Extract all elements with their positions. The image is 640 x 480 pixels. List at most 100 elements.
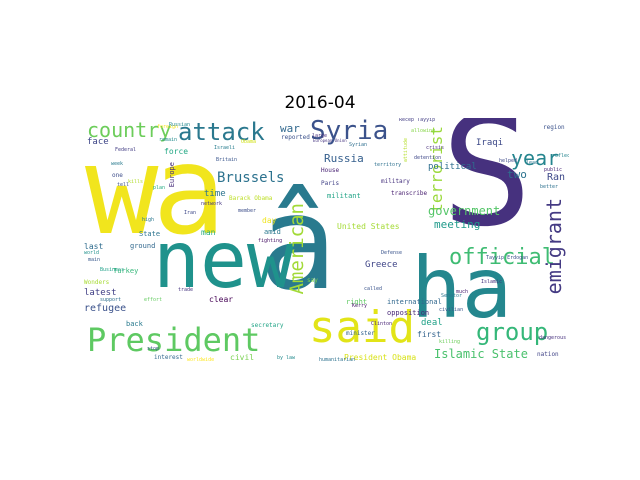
cloud-word: large <box>312 133 328 139</box>
cloud-word: crisis <box>426 145 445 151</box>
cloud-word: clear <box>209 295 234 304</box>
cloud-word: Turkey <box>113 267 139 275</box>
cloud-word: world <box>84 250 100 256</box>
cloud-word: better <box>540 184 559 190</box>
cloud-word: much <box>456 289 469 295</box>
cloud-word: government <box>428 204 501 218</box>
cloud-word: reported <box>281 134 310 141</box>
cloud-word: American <box>286 203 308 295</box>
cloud-word: force <box>164 147 189 156</box>
cloud-word: Business <box>100 267 125 273</box>
cloud-word: day <box>262 216 277 225</box>
cloud-word: main <box>88 257 101 263</box>
cloud-word: trade <box>178 287 194 293</box>
cloud-word: dangerous <box>539 335 567 341</box>
cloud-word: region <box>543 124 565 131</box>
cloud-word: detention <box>414 155 442 161</box>
cloud-word: Kerry <box>352 303 368 309</box>
cloud-word: European Union <box>313 138 347 143</box>
cloud-word: remain <box>159 137 178 143</box>
cloud-word: Tayyip Erdogan <box>486 255 529 261</box>
cloud-word: foreign <box>157 124 179 130</box>
cloud-word: civilian <box>439 307 464 313</box>
cloud-word: year <box>511 146 560 170</box>
cloud-word: called <box>364 286 383 292</box>
cloud-word: Brussels <box>217 170 285 186</box>
cloud-word: face <box>87 137 109 147</box>
cloud-word: Russian <box>169 122 191 128</box>
cloud-word: back <box>126 320 143 328</box>
cloud-word: minister <box>346 330 375 337</box>
cloud-word: group <box>476 318 549 346</box>
cloud-word: attitude <box>403 138 409 163</box>
cloud-word: Defense <box>381 250 403 256</box>
cloud-word: civil <box>230 353 255 362</box>
cloud-word: kills <box>128 179 144 185</box>
cloud-word: Iraqi <box>476 138 504 148</box>
cloud-word: transcribe <box>391 190 428 197</box>
cloud-word: territory <box>374 162 402 168</box>
plot-title: 2016-04 <box>284 93 356 113</box>
cloud-word: Ran <box>547 172 566 183</box>
cloud-word: Senator <box>441 293 463 299</box>
cloud-word: Islamic State <box>434 347 528 361</box>
cloud-word: latest <box>84 288 117 298</box>
cloud-word: lead <box>526 160 539 166</box>
cloud-word: fighting <box>258 238 283 244</box>
cloud-word: Iran <box>184 210 197 216</box>
cloud-word: interest <box>154 354 183 361</box>
cloud-word: two <box>507 168 527 181</box>
cloud-word: Barack Obama <box>229 195 273 202</box>
cloud-word: nation <box>537 351 559 358</box>
cloud-word: plan <box>153 185 166 191</box>
cloud-word: stop <box>147 346 160 352</box>
cloud-word: refugee <box>84 303 127 314</box>
cloud-word: said <box>309 302 415 353</box>
cloud-word: House <box>321 167 340 174</box>
cloud-word: last <box>84 242 104 251</box>
cloud-word: week <box>111 161 124 167</box>
cloud-word: Israeli <box>214 145 236 151</box>
cloud-word: Greece <box>365 260 398 270</box>
cloud-word: first <box>417 330 442 339</box>
cloud-word: Wonders <box>84 279 110 286</box>
cloud-word: man <box>201 228 216 237</box>
cloud-word: ground <box>130 242 156 250</box>
word-cloud: wa â S new ha said President Syria attac… <box>81 118 569 363</box>
cloud-word: Syrian <box>349 142 368 148</box>
cloud-word: member <box>238 208 257 214</box>
cloud-word: allowing <box>411 128 436 134</box>
cloud-word: Russia <box>324 152 364 165</box>
cloud-word: ha <box>411 239 513 337</box>
cloud-word: Europe <box>168 162 176 188</box>
cloud-word: State <box>139 230 161 238</box>
cloud-word: support <box>100 297 122 303</box>
cloud-word: emigrant <box>542 198 566 295</box>
cloud-word: President Obama <box>344 353 417 362</box>
cloud-word: attack <box>178 118 265 146</box>
cloud-word: Paris <box>321 180 340 187</box>
cloud-word: public <box>544 167 563 173</box>
cloud-word: wa <box>85 120 226 262</box>
cloud-word: Recep Tayyip <box>399 118 436 123</box>
cloud-word: deal <box>421 318 443 328</box>
cloud-word: effort <box>144 297 163 303</box>
cloud-word: war <box>280 122 300 135</box>
cloud-word: S <box>441 118 533 260</box>
cloud-word: by law <box>277 355 296 361</box>
cloud-word: official <box>449 245 555 270</box>
cloud-word: reflect <box>552 153 569 159</box>
cloud-word: political <box>428 162 477 172</box>
cloud-word: high <box>142 217 155 223</box>
cloud-word: Islamic <box>481 279 503 285</box>
cloud-word: secretary <box>251 322 284 329</box>
cloud-word: right <box>346 298 368 306</box>
cloud-word: militant <box>327 192 361 200</box>
cloud-word: one <box>112 172 123 179</box>
cloud-word: Syria <box>310 118 389 146</box>
cloud-word: network <box>201 201 223 207</box>
cloud-word: Britain <box>216 157 238 163</box>
cloud-word: humanitarian <box>319 357 356 363</box>
cloud-word: military <box>381 178 410 185</box>
cloud-word: â <box>259 167 338 319</box>
